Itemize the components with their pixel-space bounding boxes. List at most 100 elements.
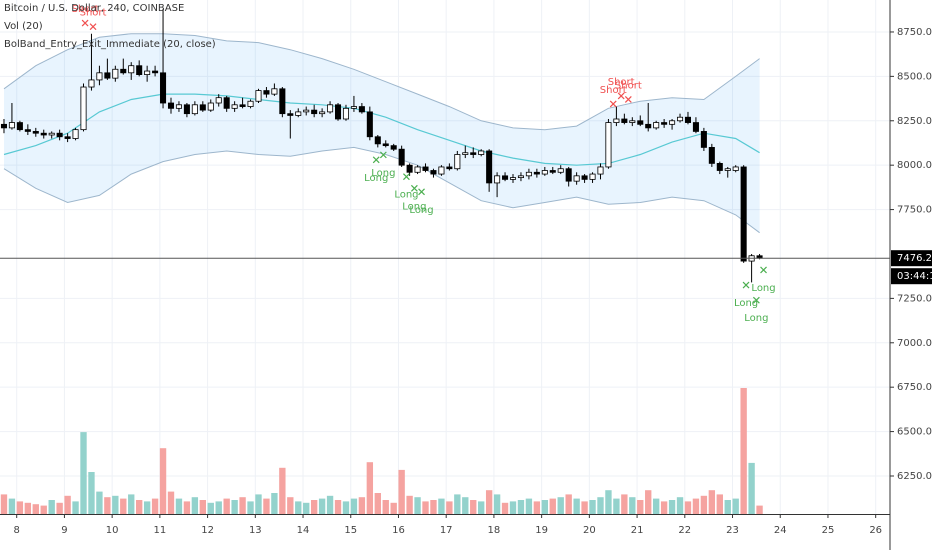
candle-body bbox=[191, 104, 198, 115]
volume-bar bbox=[96, 491, 103, 514]
x-tick-label: 12 bbox=[201, 525, 214, 536]
x-tick-label: 19 bbox=[535, 525, 548, 536]
volume-bar bbox=[621, 494, 628, 514]
candle-body bbox=[677, 116, 684, 122]
candle-body bbox=[645, 123, 652, 129]
candle-body bbox=[700, 131, 707, 148]
volume-bar bbox=[56, 502, 63, 514]
volume-bar bbox=[549, 498, 556, 514]
candle-body bbox=[653, 122, 660, 129]
volume-bar bbox=[326, 495, 334, 514]
candle-body bbox=[430, 170, 437, 175]
volume-bar bbox=[8, 498, 16, 514]
grid bbox=[0, 0, 890, 514]
last-price-label: 7476.24 bbox=[897, 253, 932, 264]
volume-bar bbox=[668, 500, 676, 514]
volume-bar bbox=[438, 498, 445, 514]
y-tick-label: 8500.00 bbox=[897, 71, 932, 82]
volume-bar bbox=[708, 490, 716, 514]
signal-label: Long bbox=[371, 168, 395, 179]
candle-body bbox=[64, 136, 71, 139]
candle-body bbox=[183, 104, 190, 115]
volume-bar bbox=[652, 498, 660, 514]
volume-bar bbox=[446, 501, 453, 514]
volume-bar bbox=[350, 498, 358, 514]
legend-volume: Vol (20) bbox=[4, 21, 43, 32]
candle-body bbox=[692, 122, 699, 132]
volume-bar bbox=[605, 490, 612, 514]
signal-cross bbox=[617, 92, 625, 100]
candle-body bbox=[342, 107, 350, 120]
volume-bar bbox=[255, 494, 262, 514]
volume-layer bbox=[0, 388, 763, 514]
signal-label: Long bbox=[409, 205, 433, 216]
volume-bar bbox=[422, 501, 429, 514]
volume-bar bbox=[32, 504, 39, 514]
signal-cross bbox=[418, 188, 425, 196]
band-upper bbox=[3, 33, 760, 131]
candle-body bbox=[0, 123, 8, 129]
volume-bar bbox=[573, 498, 580, 514]
volume-bar bbox=[239, 497, 246, 514]
candle-body bbox=[239, 104, 246, 107]
candle-body bbox=[541, 170, 548, 175]
candle-body bbox=[573, 175, 580, 182]
candle-body bbox=[621, 118, 628, 123]
candle-body bbox=[414, 166, 421, 173]
volume-bar bbox=[645, 490, 652, 514]
volume-bar bbox=[390, 502, 397, 514]
volume-bar bbox=[493, 494, 501, 514]
signal-layer: ShortShortShortShortShortLongLongLongLon… bbox=[72, 4, 776, 324]
signal-label: Short bbox=[608, 77, 635, 88]
x-tick-label: 9 bbox=[61, 525, 67, 536]
candle-body bbox=[167, 102, 175, 109]
signal-label: Long bbox=[364, 173, 388, 184]
volume-bar bbox=[414, 497, 421, 514]
volume-bar bbox=[366, 462, 374, 514]
signal-cross bbox=[89, 23, 97, 31]
volume-bar bbox=[517, 500, 525, 514]
volume-bar bbox=[104, 497, 111, 514]
volume-bar bbox=[318, 498, 326, 514]
volume-bar bbox=[629, 497, 636, 514]
candle-body bbox=[390, 145, 397, 150]
volume-bar bbox=[342, 501, 350, 514]
candle-body bbox=[8, 122, 15, 129]
signal-label: Long bbox=[744, 313, 768, 324]
signal-cross bbox=[403, 173, 410, 181]
volume-bar bbox=[271, 493, 278, 514]
volume-bar bbox=[80, 432, 87, 514]
volume-bar bbox=[581, 501, 588, 514]
candle-body bbox=[438, 166, 445, 175]
volume-bar bbox=[175, 498, 183, 514]
x-tick-label: 23 bbox=[726, 525, 739, 536]
candle-body bbox=[565, 168, 572, 182]
candle-body bbox=[358, 106, 365, 113]
volume-bar bbox=[0, 494, 8, 514]
volume-bar bbox=[740, 388, 747, 514]
signal-label: Long bbox=[402, 201, 426, 212]
volume-bar bbox=[382, 500, 389, 514]
countdown-label: 03:44:18 bbox=[897, 271, 932, 282]
volume-bar bbox=[287, 497, 294, 514]
candle-body bbox=[303, 109, 310, 113]
candle-body bbox=[104, 72, 111, 79]
signal-cross bbox=[81, 19, 89, 27]
volume-bar bbox=[485, 490, 493, 514]
volume-bar bbox=[231, 500, 238, 514]
candle-body bbox=[366, 111, 373, 138]
y-tick-label: 8750.00 bbox=[897, 27, 932, 38]
volume-bar bbox=[541, 500, 548, 514]
volume-bar bbox=[756, 505, 763, 514]
volume-bar bbox=[183, 501, 191, 514]
volume-bar bbox=[501, 502, 509, 514]
y-tick-label: 6750.00 bbox=[897, 382, 932, 393]
candle-body bbox=[708, 147, 715, 164]
volume-bar bbox=[128, 494, 135, 514]
x-tick-label: 14 bbox=[297, 525, 310, 536]
volume-bar bbox=[557, 497, 564, 514]
candle-body bbox=[533, 171, 540, 175]
signal-cross bbox=[760, 266, 767, 274]
candle-body bbox=[128, 65, 135, 74]
